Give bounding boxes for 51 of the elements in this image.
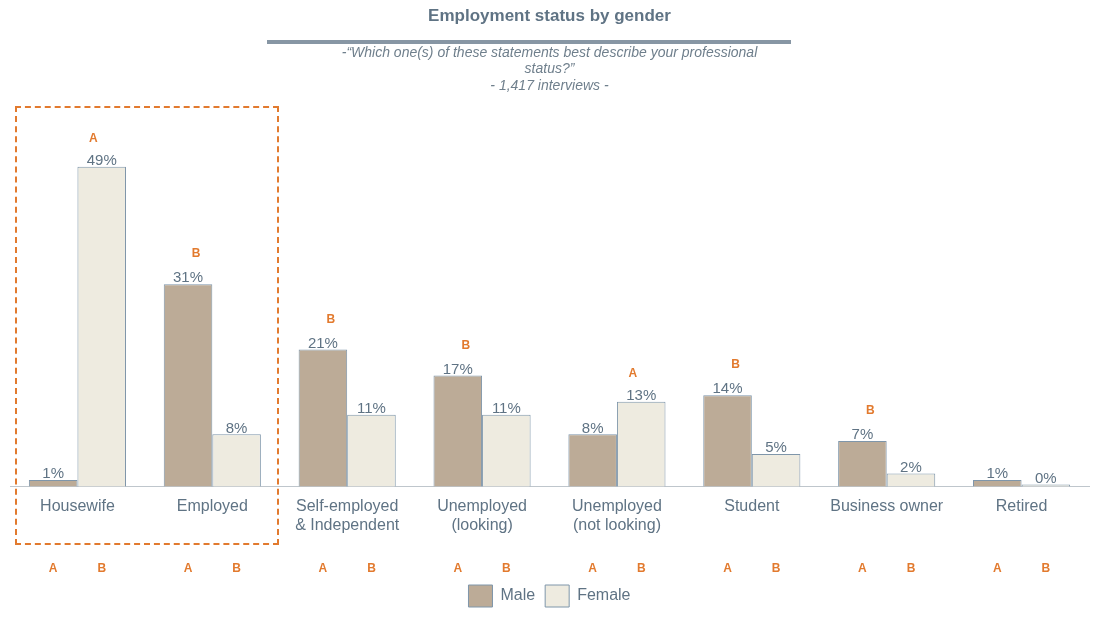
x-tick-label: Self-employed & Independent <box>295 496 400 533</box>
data-label: 11% <box>357 398 386 416</box>
chart-title: Employment status by gender <box>428 5 672 25</box>
data-label: 8% <box>225 418 248 436</box>
text: B <box>636 561 646 576</box>
annotation: B <box>461 337 471 352</box>
text: A <box>858 561 868 576</box>
text: A <box>453 561 463 576</box>
data-label: 1% <box>42 464 64 482</box>
data-label: 7% <box>851 425 874 443</box>
text: B <box>97 561 107 576</box>
text: A <box>183 561 193 576</box>
x-tick-label: Unemployed (not looking) <box>572 496 662 533</box>
text: B <box>367 561 377 576</box>
chart-subtitle: -“Which one(s) of these statements best describe your professional status?” - 1,417 interviews - <box>341 43 759 94</box>
text: A <box>723 561 733 576</box>
x-tick-label: Business owner <box>830 496 944 514</box>
x-tick-label: Employed <box>176 496 248 514</box>
text: A <box>588 561 598 576</box>
text: A <box>48 561 58 576</box>
annotation: B <box>731 357 741 372</box>
text: B <box>502 561 511 576</box>
x-tick-label: Retired <box>995 496 1048 514</box>
text: B <box>1041 561 1051 576</box>
x-tick-label: Housewife <box>40 496 115 514</box>
data-label: 49% <box>86 150 117 168</box>
annotation: B <box>866 403 876 418</box>
x-tick-label: Student <box>724 496 780 514</box>
annotation: B <box>326 311 336 326</box>
data-label: 14% <box>712 379 743 397</box>
x-tick-label: Unemployed (looking) <box>437 496 527 533</box>
text: A <box>318 561 328 576</box>
data-label: 0% <box>1035 468 1057 486</box>
text: A <box>992 561 1002 576</box>
text: B <box>906 561 916 576</box>
text: B <box>771 561 781 576</box>
annotation: A <box>628 366 638 381</box>
data-label: 31% <box>173 268 204 286</box>
data-label: 13% <box>626 385 657 403</box>
legend-label: Female <box>577 586 631 604</box>
data-label: 11% <box>491 398 521 416</box>
data-label: 21% <box>307 333 338 351</box>
data-label: 8% <box>581 418 604 436</box>
text: B <box>232 561 242 576</box>
annotation: A <box>89 130 99 145</box>
data-label: 2% <box>900 457 922 475</box>
data-label: 5% <box>765 438 787 456</box>
data-label: 17% <box>442 359 473 377</box>
annotation: B <box>191 246 201 261</box>
legend-label: Male <box>500 586 536 604</box>
data-label: 1% <box>986 464 1009 482</box>
